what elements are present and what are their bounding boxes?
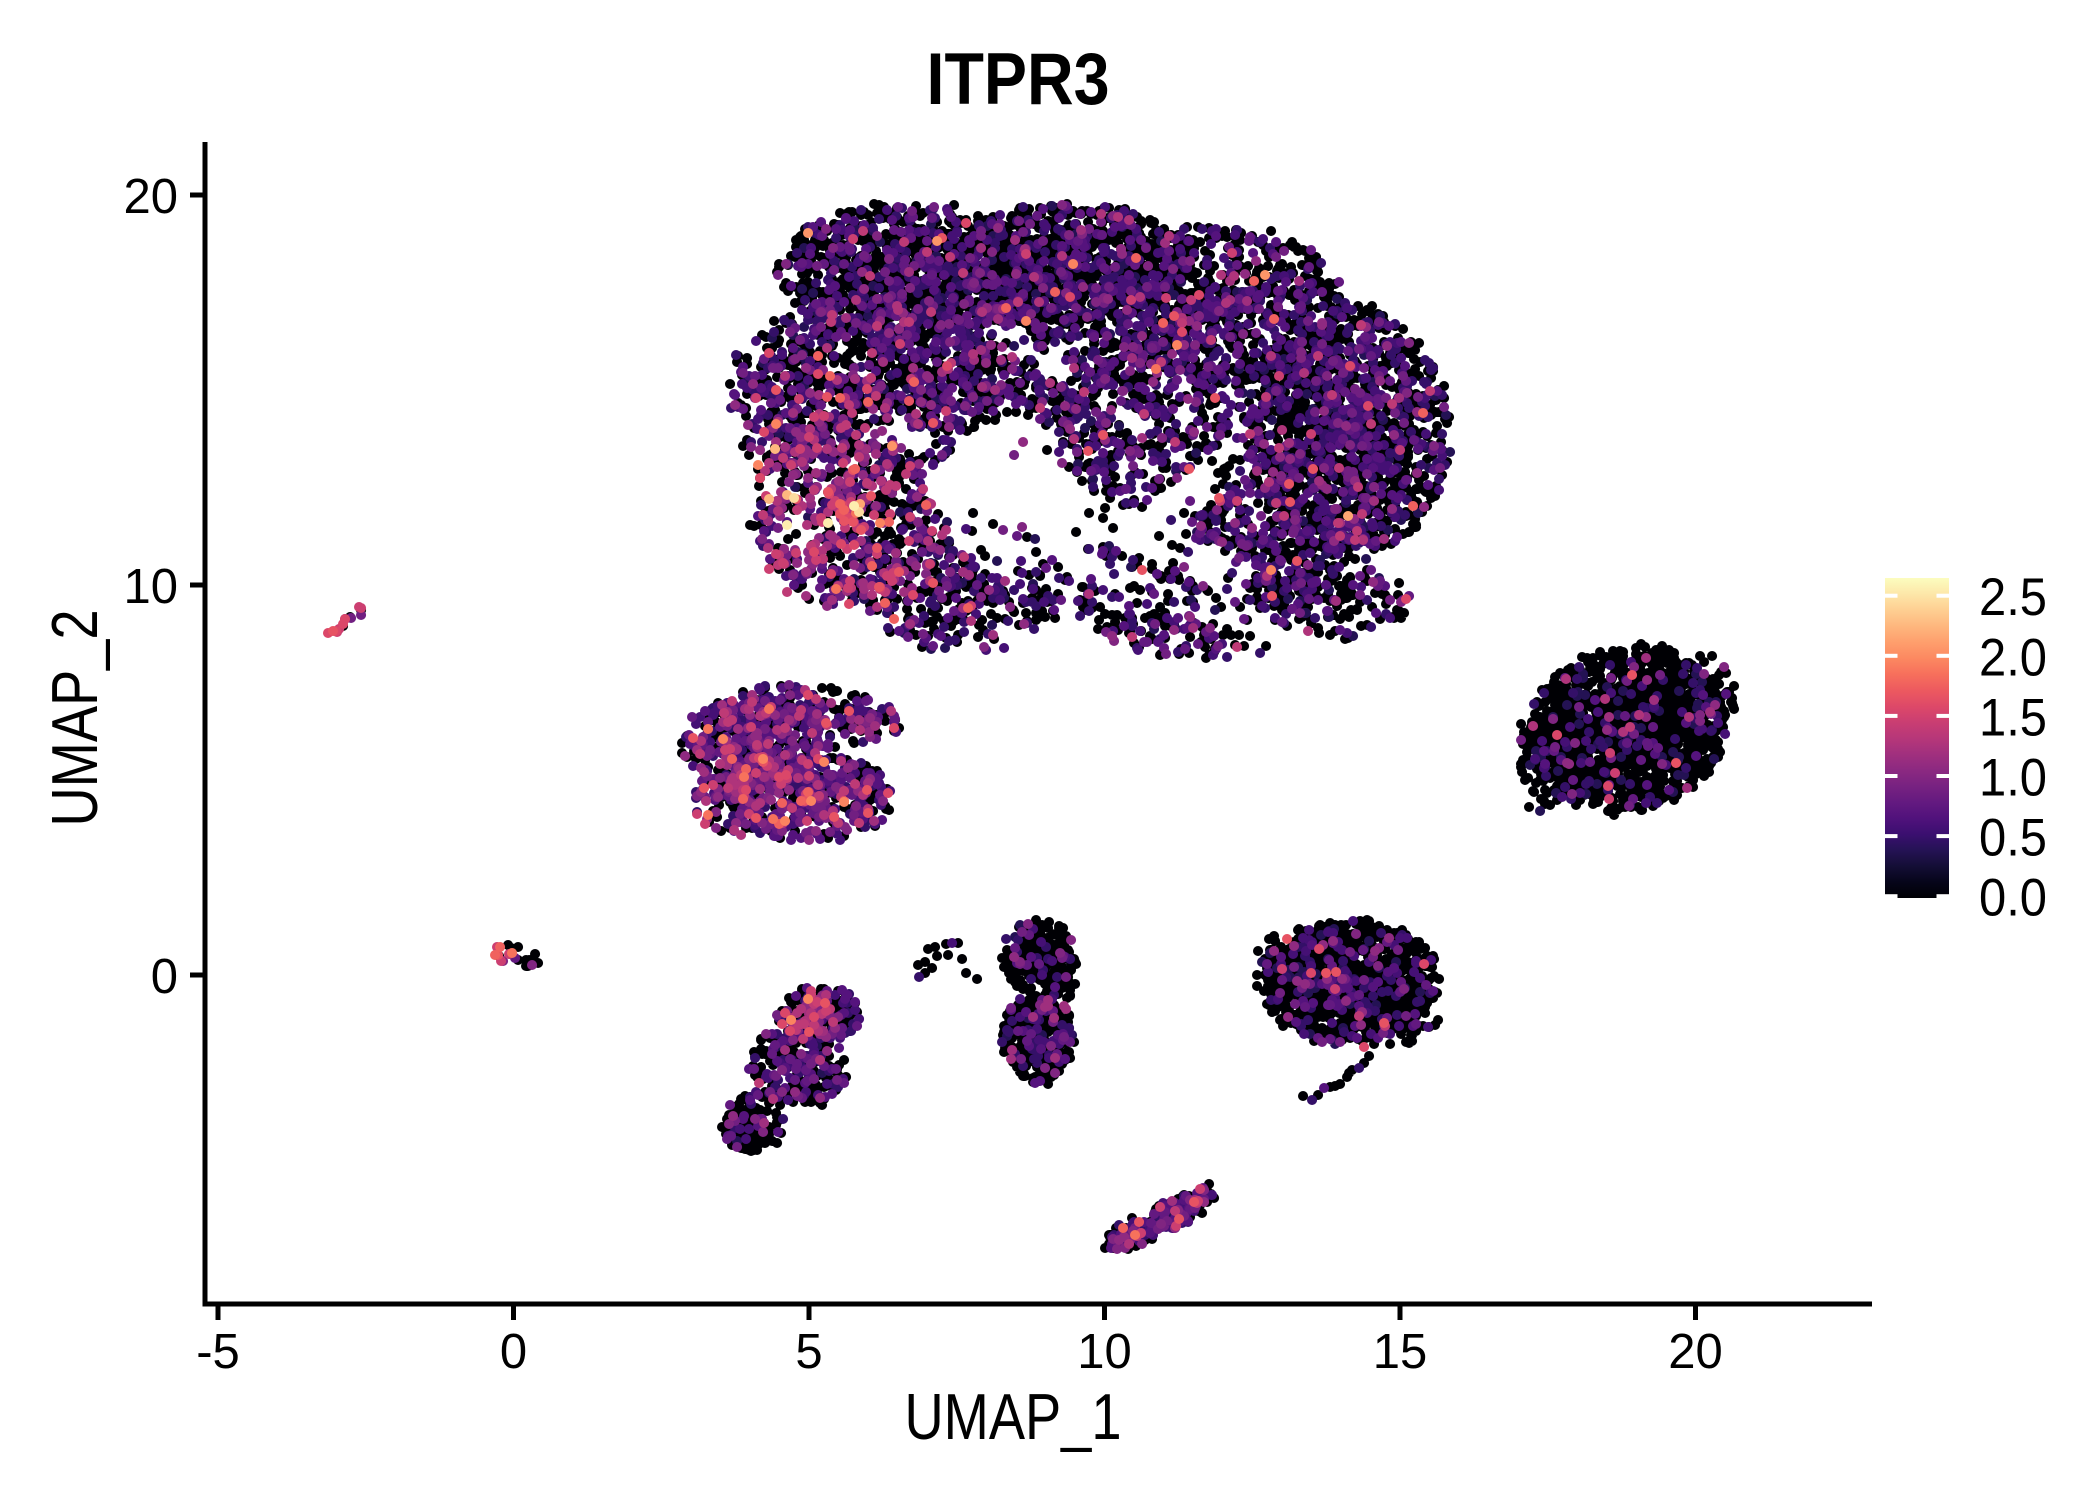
svg-text:10: 10 — [1077, 1325, 1132, 1379]
svg-text:5: 5 — [795, 1325, 822, 1379]
svg-text:10: 10 — [123, 560, 178, 614]
svg-text:15: 15 — [1373, 1325, 1428, 1379]
svg-text:1.0: 1.0 — [1979, 749, 2047, 808]
svg-text:0: 0 — [151, 950, 178, 1004]
svg-text:1.5: 1.5 — [1979, 688, 2047, 747]
svg-text:0.0: 0.0 — [1979, 869, 2047, 928]
svg-text:20: 20 — [1668, 1325, 1723, 1379]
svg-text:20: 20 — [123, 170, 178, 224]
svg-text:UMAP_1: UMAP_1 — [905, 1380, 1122, 1453]
svg-text:2.5: 2.5 — [1979, 568, 2047, 627]
svg-text:UMAP_2: UMAP_2 — [38, 610, 111, 827]
svg-text:-5: -5 — [196, 1325, 240, 1379]
svg-text:0.5: 0.5 — [1979, 809, 2047, 868]
svg-text:2.0: 2.0 — [1979, 628, 2047, 687]
svg-text:ITPR3: ITPR3 — [927, 39, 1110, 120]
svg-text:0: 0 — [500, 1325, 527, 1379]
